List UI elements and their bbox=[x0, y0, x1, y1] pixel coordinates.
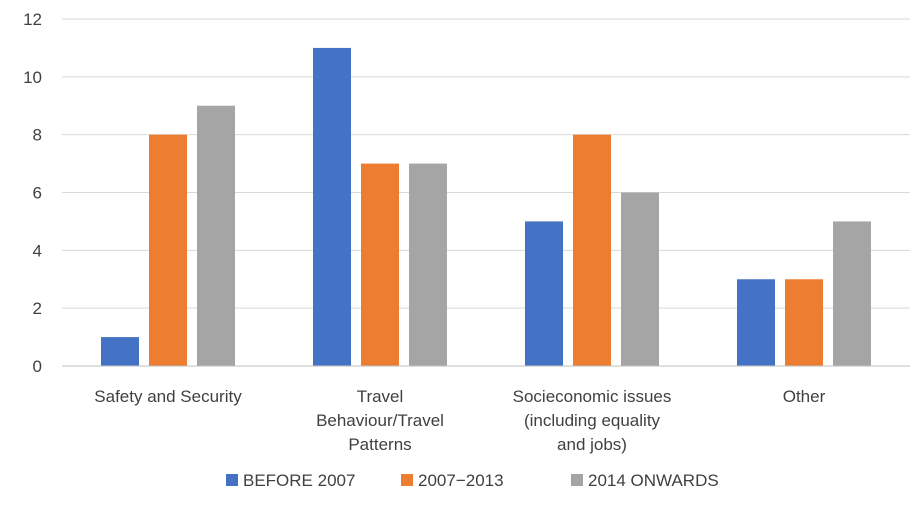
legend-label: 2007−2013 bbox=[418, 471, 504, 490]
bar-series-1-cat-1 bbox=[361, 163, 399, 366]
y-tick-label: 4 bbox=[33, 241, 42, 260]
bar-series-0-cat-3 bbox=[737, 279, 775, 366]
x-tick-label: Socieconomic issues (including equality an… bbox=[513, 387, 672, 454]
bar-series-1-cat-0 bbox=[149, 134, 187, 366]
x-tick-label: Travel Behaviour/Travel Patterns bbox=[316, 387, 444, 454]
x-tick-label-line: Behaviour/Travel bbox=[316, 411, 444, 430]
legend-swatch-0 bbox=[226, 474, 238, 486]
bar-series-2-cat-3 bbox=[833, 221, 871, 366]
category-labels: Safety and Security Travel Behaviour/Trave… bbox=[94, 387, 825, 454]
y-tick-label: 10 bbox=[23, 68, 42, 87]
x-tick-label-line: Safety and Security bbox=[94, 387, 242, 406]
x-tick-label: Other bbox=[783, 387, 826, 406]
legend: BEFORE 2007 2007−2013 2014 ONWARDS bbox=[226, 471, 719, 490]
y-tick-label: 6 bbox=[33, 184, 42, 203]
bar-series-2-cat-1 bbox=[409, 163, 447, 366]
bar-series-0-cat-1 bbox=[313, 47, 351, 367]
y-axis-ticks: 0 2 4 6 8 10 12 bbox=[23, 10, 42, 376]
y-tick-label: 0 bbox=[33, 357, 42, 376]
legend-swatch-2 bbox=[571, 474, 583, 486]
x-tick-label-line: (including equality bbox=[524, 411, 661, 430]
y-tick-label: 2 bbox=[33, 299, 42, 318]
bars bbox=[101, 47, 871, 367]
bar-series-0-cat-0 bbox=[101, 337, 139, 366]
bar-series-1-cat-3 bbox=[785, 279, 823, 366]
x-tick-label-line: Socieconomic issues bbox=[513, 387, 672, 406]
gridlines bbox=[62, 18, 910, 309]
x-tick-label: Safety and Security bbox=[94, 387, 242, 406]
legend-label: 2014 ONWARDS bbox=[588, 471, 719, 490]
x-tick-label-line: Other bbox=[783, 387, 826, 406]
x-tick-label-line: Travel bbox=[357, 387, 404, 406]
x-tick-label-line: Patterns bbox=[348, 435, 411, 454]
bar-series-1-cat-2 bbox=[573, 134, 611, 366]
bar-series-2-cat-2 bbox=[621, 192, 659, 366]
bar-series-2-cat-0 bbox=[197, 105, 235, 366]
legend-swatch-1 bbox=[401, 474, 413, 486]
bar-series-0-cat-2 bbox=[525, 221, 563, 366]
legend-label: BEFORE 2007 bbox=[243, 471, 355, 490]
y-tick-label: 12 bbox=[23, 10, 42, 29]
y-tick-label: 8 bbox=[33, 126, 42, 145]
x-tick-label-line: and jobs) bbox=[557, 435, 627, 454]
